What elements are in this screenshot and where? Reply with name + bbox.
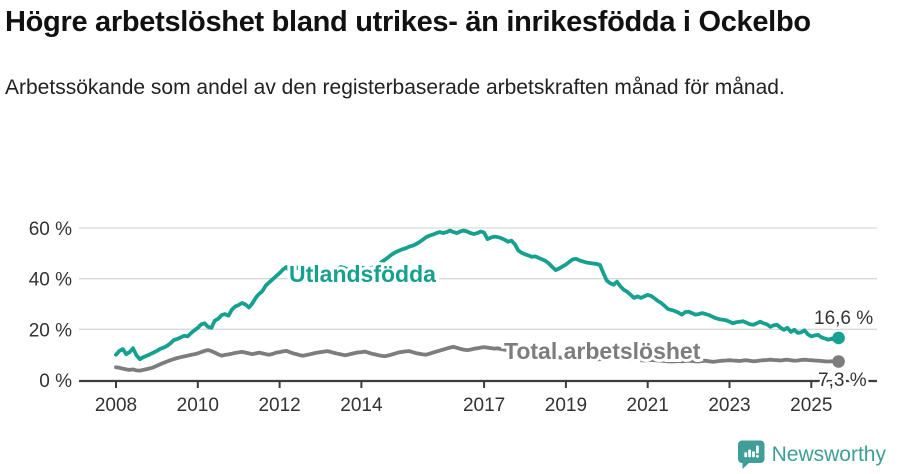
y-tick-label-40: 40 %: [29, 270, 72, 291]
y-tick-label-0: 0 %: [39, 371, 72, 392]
x-tick-label-2008: 2008: [95, 395, 137, 416]
x-tick-label-2014: 2014: [340, 395, 383, 416]
x-tick-label-2021: 2021: [627, 395, 669, 416]
chart-header: Högre arbetslöshet bland utrikes- än inr…: [5, 4, 885, 104]
chart-title: Högre arbetslöshet bland utrikes- än inr…: [5, 6, 811, 38]
x-tick-label-2019: 2019: [545, 395, 587, 416]
y-tick-label-20: 20 %: [29, 320, 72, 341]
newsworthy-link[interactable]: Newsworthy: [737, 440, 886, 470]
newsworthy-icon: [737, 440, 765, 469]
series-label: Total arbetslöshet: [504, 338, 701, 364]
x-tick-label-2012: 2012: [258, 395, 300, 416]
series-end-dot: [832, 331, 845, 345]
x-tick-label-2010: 2010: [177, 395, 219, 416]
x-tick-label-2025: 2025: [790, 395, 832, 416]
series-end-value: 16,6 %: [814, 308, 873, 329]
series-label: Utlandsfödda: [289, 261, 436, 287]
newsworthy-wordmark: Newsworthy: [771, 443, 886, 466]
y-tick-label-60: 60 %: [29, 219, 72, 240]
series-end-dot: [832, 355, 845, 368]
x-tick-label-2017: 2017: [463, 395, 505, 416]
chart-subtitle: Arbetssökande som andel av den registerb…: [5, 75, 785, 99]
series-end-value: 7,3 %: [818, 370, 867, 391]
series-line-utlandsf-dda: [114, 228, 841, 362]
series-line-total-arbetsl-shet: [114, 344, 841, 373]
x-tick-label-2023: 2023: [708, 395, 750, 416]
